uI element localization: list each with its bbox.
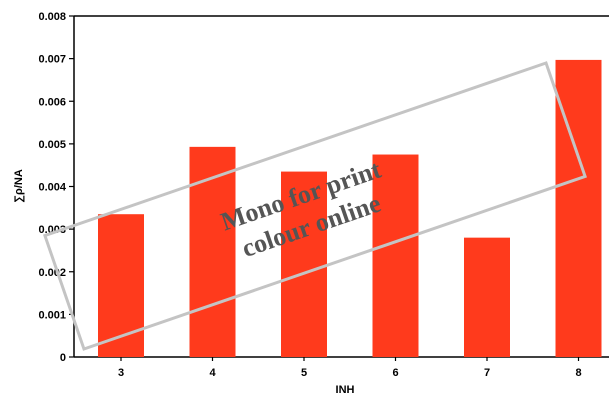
- y-tick-label: 0.002: [38, 267, 66, 279]
- bar-7: [464, 237, 510, 357]
- x-tick-label: 4: [209, 367, 216, 379]
- bar-3: [98, 214, 144, 357]
- y-tick-label: 0.001: [38, 309, 66, 321]
- y-axis-label: ∑ρ/NA: [13, 169, 25, 203]
- x-tick-label: 3: [118, 367, 124, 379]
- bar-5: [281, 171, 327, 357]
- x-ticks: 3 4 5 6 7 8: [118, 357, 582, 379]
- bar-8: [555, 59, 602, 358]
- y-tick-label: 0.004: [38, 182, 66, 194]
- x-tick-label: 5: [301, 367, 307, 379]
- bar-6: [372, 154, 419, 357]
- watermark-frame: [42, 61, 588, 351]
- x-tick-label: 6: [392, 367, 398, 379]
- y-tick-label: 0.008: [38, 11, 66, 23]
- x-tick-label: 7: [484, 367, 490, 379]
- y-tick-label: 0.006: [38, 96, 66, 108]
- y-tick-label: 0.003: [38, 224, 66, 236]
- y-tick-label: 0.007: [38, 54, 66, 66]
- y-ticks: 0 0.001 0.002 0.003 0.004 0.005 0.006 0.007 0.00…: [38, 11, 74, 364]
- x-axis-label: INH: [336, 384, 355, 396]
- x-tick-label: 8: [575, 367, 581, 379]
- y-tick-label: 0: [60, 352, 66, 364]
- y-tick-label: 0.005: [38, 139, 66, 151]
